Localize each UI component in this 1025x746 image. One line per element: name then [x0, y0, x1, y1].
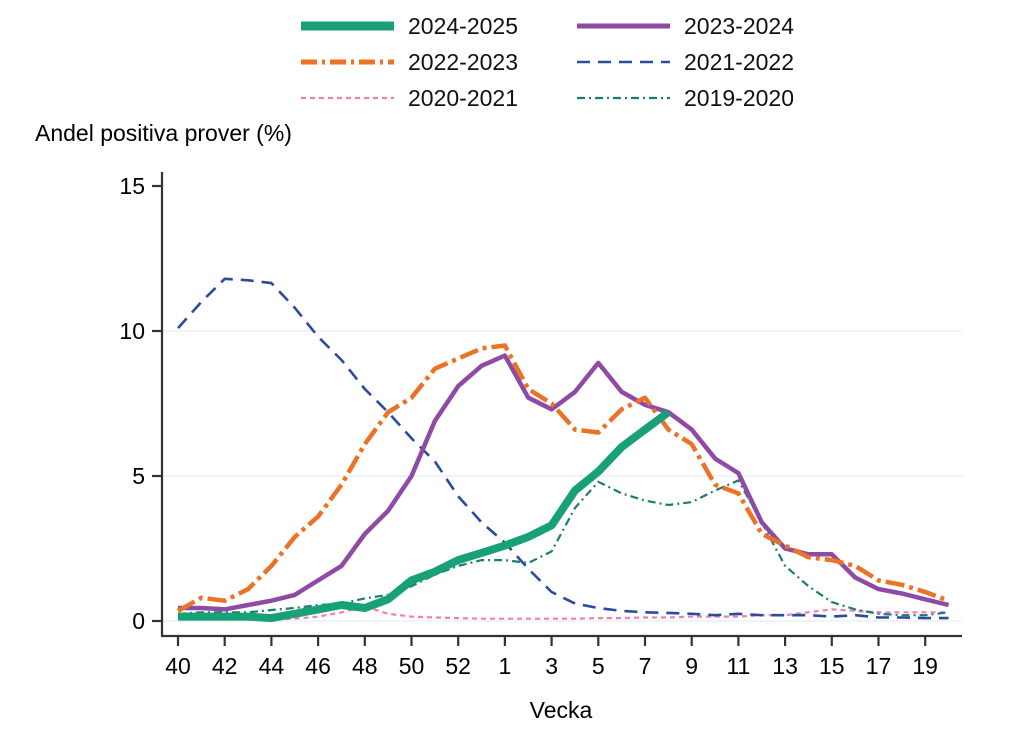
series-2019-2020: [177, 479, 949, 617]
x-tick-label: 19: [912, 653, 938, 679]
y-tick-label: 15: [119, 173, 145, 199]
legend-label: 2020-2021: [408, 84, 518, 111]
legend-item-2020-2021: 2020-2021: [300, 85, 576, 112]
legend-item-2024-2025: 2024-2025: [300, 13, 576, 40]
series-2024-2025: [178, 408, 671, 623]
x-tick-label: 9: [685, 653, 698, 679]
x-axis-title: Vecka: [529, 697, 593, 723]
x-tick-label: 15: [819, 653, 845, 679]
legend-label: 2024-2025: [408, 12, 518, 39]
y-tick-label: 5: [132, 463, 145, 489]
legend-label: 2022-2023: [408, 48, 518, 75]
x-tick-label: 42: [212, 653, 238, 679]
series-2021-2022: [177, 277, 949, 620]
legend-line-swatch: [301, 96, 394, 100]
x-tick-label: 7: [639, 653, 652, 679]
legend-item-2019-2020: 2019-2020: [576, 85, 794, 112]
y-tick-label: 0: [132, 608, 145, 634]
legend-line-swatch: [577, 60, 670, 64]
x-tick-label: 11: [726, 653, 750, 679]
x-tick-label: 52: [445, 653, 471, 679]
x-tick-label: 1: [499, 653, 512, 679]
legend-line-swatch: [577, 96, 670, 100]
x-tick-label: 3: [545, 653, 558, 679]
legend-line-swatch: [577, 23, 670, 29]
x-tick-label: 5: [592, 653, 605, 679]
legend-label: 2023-2024: [684, 12, 794, 39]
series-2022-2023: [176, 343, 950, 613]
series-2020-2021: [177, 605, 949, 621]
x-tick-label: 17: [866, 653, 892, 679]
legend: 2024-2025 2023-2024 2022-2023 2021-2022 2020…: [300, 8, 794, 116]
x-tick-label: 46: [305, 653, 331, 679]
x-tick-label: 50: [399, 653, 425, 679]
x-tick-label: 40: [165, 653, 191, 679]
x-tick-label: 13: [772, 653, 798, 679]
y-axis-title: Andel positiva prover (%): [35, 120, 292, 146]
x-tick-label: 48: [352, 653, 378, 679]
y-tick-label: 10: [119, 318, 145, 344]
legend-item-2021-2022: 2021-2022: [576, 49, 794, 76]
legend-item-2023-2024: 2023-2024: [576, 13, 794, 40]
legend-line-swatch: [301, 21, 394, 31]
series-2023-2024: [178, 353, 950, 612]
legend-label: 2021-2022: [684, 48, 794, 75]
legend-line-swatch: [301, 59, 394, 65]
x-tick-label: 44: [259, 653, 285, 679]
legend-label: 2019-2020: [684, 84, 794, 111]
legend-item-2022-2023: 2022-2023: [300, 49, 576, 76]
